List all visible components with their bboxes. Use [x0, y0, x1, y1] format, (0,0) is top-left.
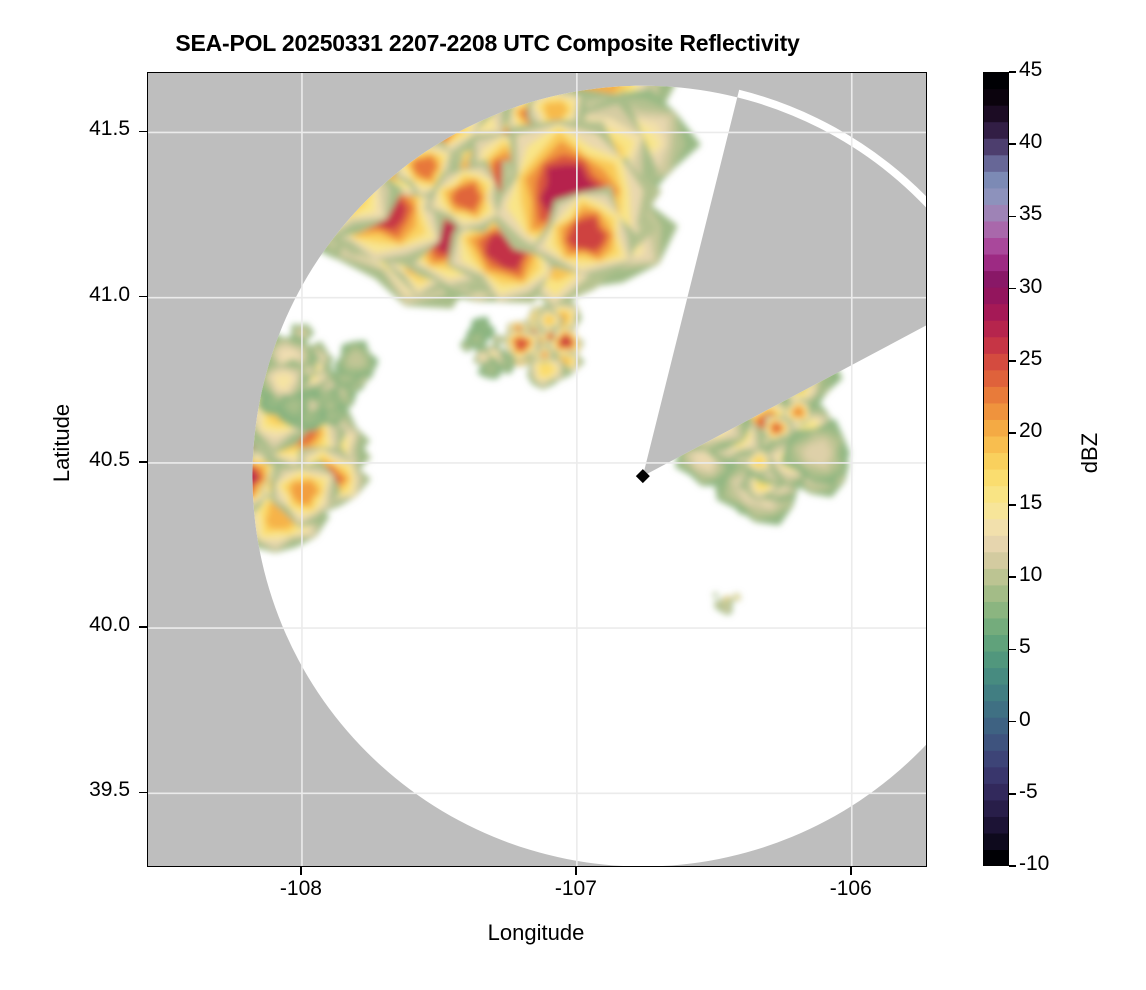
y-axis-tick — [139, 295, 147, 298]
colorbar-tick — [1009, 793, 1016, 795]
plot-panel[interactable] — [147, 72, 927, 867]
colorbar-tick — [1009, 215, 1016, 218]
colorbar-tick-label: 25 — [1019, 346, 1043, 370]
colorbar-tick — [1009, 71, 1016, 73]
radar-plot-canvas[interactable] — [148, 73, 926, 866]
y-axis-tick — [139, 130, 147, 133]
y-axis-tick-label: 41.5 — [89, 117, 130, 141]
x-axis-tick — [575, 867, 577, 875]
x-axis-tick-label: -107 — [554, 877, 597, 900]
colorbar-tick — [1009, 720, 1016, 723]
y-axis-tick — [139, 626, 147, 628]
radar-site-marker[interactable] — [635, 469, 650, 484]
page-title: SEA-POL 20250331 2207-2208 UTC Composite… — [175, 30, 800, 56]
colorbar[interactable] — [983, 72, 1009, 866]
colorbar-tick-label: 15 — [1019, 491, 1043, 515]
colorbar-tick — [1009, 143, 1016, 145]
colorbar-tick-label: -5 — [1019, 779, 1038, 803]
colorbar-tick — [1009, 504, 1016, 506]
x-axis-tick — [849, 867, 852, 875]
colorbar-tick — [1009, 287, 1016, 290]
y-axis-tick-label: 39.5 — [89, 778, 130, 802]
colorbar-tick-label: 45 — [1019, 58, 1043, 81]
x-axis-tick — [300, 867, 302, 875]
y-axis-title: Latitude — [49, 403, 74, 483]
colorbar-tick-label: 30 — [1019, 274, 1043, 298]
colorbar-tick-label: -10 — [1019, 852, 1050, 875]
colorbar-tick-label: 20 — [1019, 418, 1043, 442]
colorbar-tick-label: 0 — [1019, 707, 1031, 731]
grid-lines — [148, 73, 926, 866]
y-axis-tick-label: 40.5 — [89, 447, 130, 471]
colorbar-tick — [1009, 576, 1016, 579]
colorbar-gradient[interactable] — [983, 72, 1009, 866]
colorbar-tick-label: 10 — [1019, 563, 1043, 587]
colorbar-tick-label: 40 — [1019, 130, 1043, 154]
colorbar-tick — [1009, 359, 1016, 362]
colorbar-tick-label: 5 — [1019, 635, 1031, 659]
colorbar-tick — [1009, 648, 1016, 651]
x-axis-tick-label: -108 — [279, 877, 322, 900]
x-axis-tick-label: -106 — [829, 877, 872, 900]
colorbar-tick — [1009, 865, 1016, 867]
colorbar-tick — [1009, 432, 1016, 434]
y-axis-tick-label: 41.0 — [89, 282, 130, 306]
y-axis-tick — [139, 461, 147, 463]
colorbar-title: dBZ — [1077, 432, 1102, 474]
colorbar-tick-label: 35 — [1019, 202, 1043, 226]
y-axis-tick — [139, 791, 147, 794]
y-axis-tick-label: 40.0 — [89, 613, 130, 637]
x-axis-title: Longitude — [487, 920, 585, 945]
